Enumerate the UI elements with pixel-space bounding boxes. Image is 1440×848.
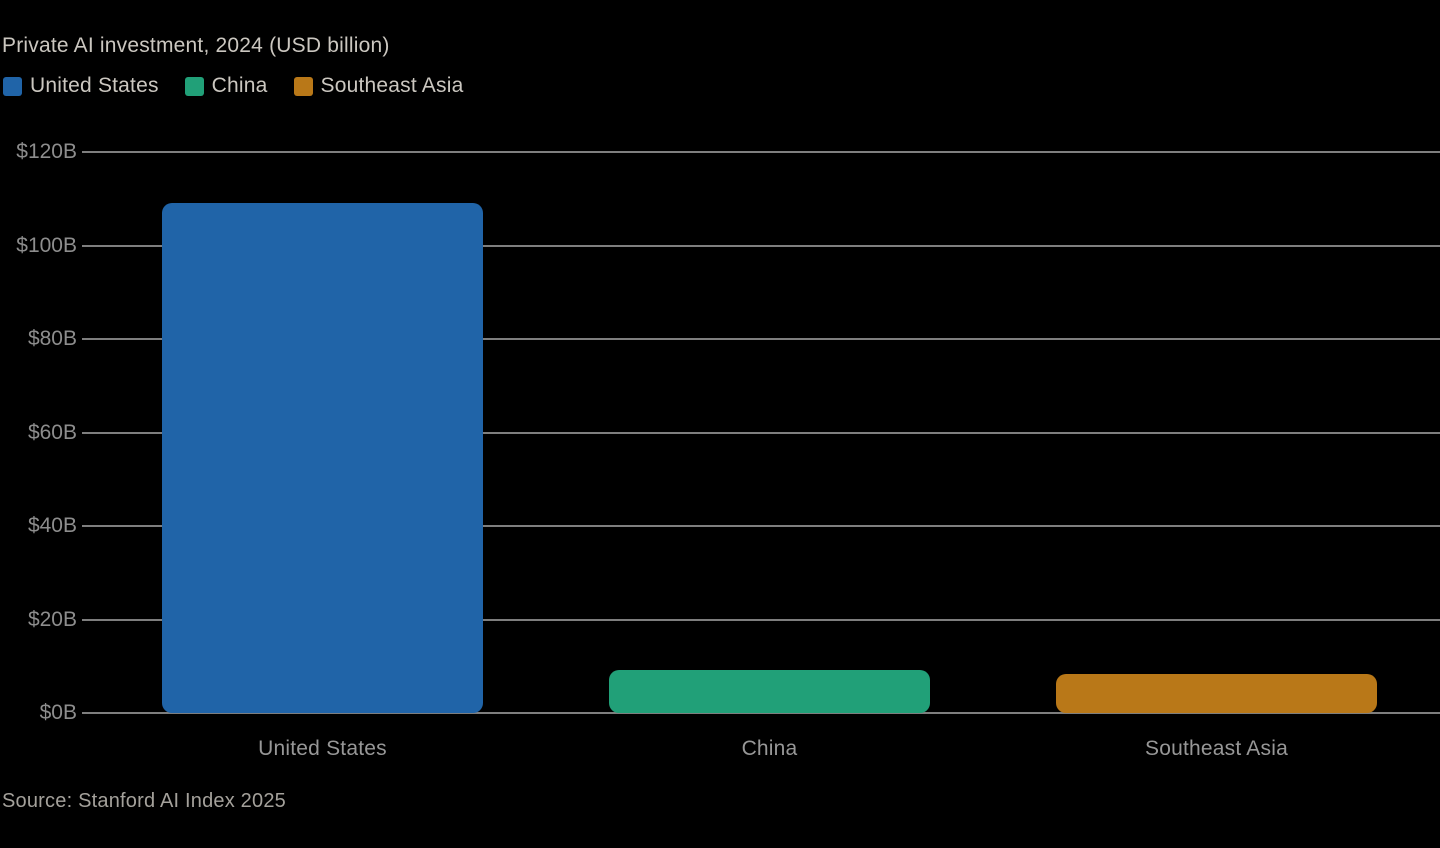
bar-china — [609, 669, 930, 713]
legend-item-united-states: United States — [3, 74, 159, 98]
y-axis-tick-label: $80B — [27, 327, 77, 350]
legend-label: Southeast Asia — [320, 74, 464, 97]
y-axis-tick-label: $120B — [16, 140, 77, 163]
x-axis-category-label: China — [741, 737, 798, 760]
legend-item-southeast-asia: Southeast Asia — [293, 74, 464, 98]
legend-label: China — [211, 74, 268, 97]
y-axis-tick-label: $100B — [16, 233, 77, 257]
legend-item-china: China — [184, 74, 268, 98]
y-axis-tick-label: $20B — [27, 607, 77, 631]
y-axis-tick-label: $60B — [27, 420, 77, 444]
gridline-120 — [82, 151, 1440, 153]
legend-swatch-icon — [293, 76, 313, 96]
gridline-60 — [82, 431, 1440, 434]
bar-southeast-asia — [1056, 673, 1377, 713]
y-axis-tick-label: $40B — [27, 514, 77, 537]
chart-legend: United States China Southeast Asia — [3, 74, 463, 98]
legend-swatch-icon — [3, 76, 22, 96]
source-note: Source: Stanford AI Index 2025 — [2, 790, 286, 812]
gridline-40 — [82, 525, 1440, 527]
gridline-100 — [82, 244, 1440, 247]
bar-united-states — [162, 202, 483, 713]
legend-label: United States — [30, 74, 159, 97]
gridline-0 — [82, 712, 1440, 714]
x-axis-category-label: Southeast Asia — [1145, 737, 1288, 760]
chart-title: Private AI investment, 2024 (USD billion… — [2, 34, 390, 57]
gridline-80 — [82, 338, 1440, 340]
y-axis-tick-label: $0B — [39, 701, 77, 724]
legend-swatch-icon — [184, 76, 204, 96]
x-axis-category-label: United States — [258, 737, 387, 760]
gridline-20 — [82, 618, 1440, 621]
